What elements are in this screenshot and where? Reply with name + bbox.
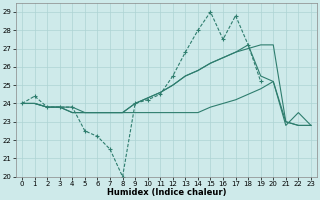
X-axis label: Humidex (Indice chaleur): Humidex (Indice chaleur) <box>107 188 226 197</box>
